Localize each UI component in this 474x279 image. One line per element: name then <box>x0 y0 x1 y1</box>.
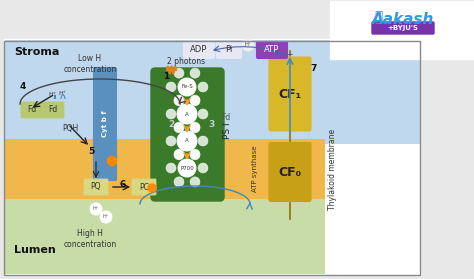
Bar <box>4 39 420 275</box>
Text: CF₁: CF₁ <box>278 88 301 100</box>
Circle shape <box>166 109 176 119</box>
Circle shape <box>190 68 200 78</box>
Text: A: A <box>185 138 189 143</box>
Circle shape <box>177 131 197 151</box>
Text: Stroma: Stroma <box>14 47 59 57</box>
Text: P700: P700 <box>180 165 194 170</box>
Circle shape <box>190 123 200 133</box>
Text: Cyt b f: Cyt b f <box>102 111 108 137</box>
Circle shape <box>190 149 200 159</box>
FancyBboxPatch shape <box>269 57 311 131</box>
Bar <box>5 40 420 144</box>
Circle shape <box>177 104 197 124</box>
Circle shape <box>174 96 184 106</box>
Text: Fd: Fd <box>221 112 231 121</box>
Circle shape <box>190 95 200 105</box>
Text: ATP: ATP <box>264 45 280 54</box>
Text: H⁺: H⁺ <box>103 215 109 220</box>
Circle shape <box>90 203 102 215</box>
Circle shape <box>148 184 156 192</box>
Bar <box>5 194 325 274</box>
Circle shape <box>198 82 208 92</box>
Circle shape <box>174 123 184 133</box>
Text: Pi: Pi <box>225 45 233 54</box>
Circle shape <box>174 150 184 160</box>
Circle shape <box>166 163 176 173</box>
Text: 3: 3 <box>208 120 214 129</box>
Text: Thylakoid membrane: Thylakoid membrane <box>328 128 337 210</box>
Text: Fd: Fd <box>27 105 36 114</box>
Circle shape <box>174 68 184 78</box>
Text: H⁺: H⁺ <box>93 206 99 211</box>
Text: 2 photons: 2 photons <box>167 57 205 66</box>
Text: H⁺: H⁺ <box>58 91 66 96</box>
Circle shape <box>178 159 196 177</box>
Circle shape <box>178 78 196 96</box>
Text: Fd: Fd <box>48 105 58 114</box>
Circle shape <box>174 177 184 187</box>
Text: Fe-S: Fe-S <box>181 85 193 90</box>
FancyBboxPatch shape <box>21 102 43 118</box>
Circle shape <box>190 122 200 132</box>
Text: A: A <box>185 112 189 117</box>
Circle shape <box>198 136 208 146</box>
FancyBboxPatch shape <box>132 179 156 195</box>
Text: ATP synthase: ATP synthase <box>252 146 258 192</box>
Circle shape <box>100 211 112 223</box>
FancyBboxPatch shape <box>256 42 288 59</box>
FancyBboxPatch shape <box>217 42 241 59</box>
Text: 5: 5 <box>88 147 94 156</box>
Text: Lumen: Lumen <box>14 245 56 255</box>
Text: 6: 6 <box>120 180 126 189</box>
FancyBboxPatch shape <box>372 22 434 34</box>
FancyBboxPatch shape <box>151 68 224 201</box>
Circle shape <box>242 39 254 51</box>
Text: 2: 2 <box>168 120 174 129</box>
Text: High H
concentration: High H concentration <box>64 229 117 249</box>
Circle shape <box>366 5 390 29</box>
Text: 1: 1 <box>163 72 169 81</box>
Text: H⁺: H⁺ <box>245 42 251 47</box>
Circle shape <box>198 163 208 173</box>
Circle shape <box>166 136 176 146</box>
Circle shape <box>174 122 184 132</box>
FancyBboxPatch shape <box>93 68 117 181</box>
Circle shape <box>174 149 184 159</box>
FancyBboxPatch shape <box>42 102 64 118</box>
Text: PQ: PQ <box>91 182 101 191</box>
Bar <box>4 41 420 275</box>
Text: 4: 4 <box>20 82 27 91</box>
Text: PC: PC <box>139 182 149 191</box>
Circle shape <box>190 177 200 187</box>
Circle shape <box>198 109 208 119</box>
Text: Aakash: Aakash <box>372 11 434 27</box>
Circle shape <box>166 82 176 92</box>
Text: PQH: PQH <box>62 124 78 133</box>
Text: PS I: PS I <box>224 123 233 139</box>
Text: 7: 7 <box>310 64 316 73</box>
Circle shape <box>174 95 184 105</box>
Text: H⁺: H⁺ <box>48 92 56 97</box>
Circle shape <box>190 150 200 160</box>
Circle shape <box>108 157 117 165</box>
Text: Low H
concentration: Low H concentration <box>64 54 117 74</box>
Circle shape <box>190 96 200 106</box>
Bar <box>5 139 325 199</box>
FancyBboxPatch shape <box>269 143 311 201</box>
FancyBboxPatch shape <box>183 42 215 59</box>
Text: +BYJU'S: +BYJU'S <box>388 25 419 31</box>
Text: CF₀: CF₀ <box>278 165 301 179</box>
FancyBboxPatch shape <box>84 179 108 195</box>
Text: ADP: ADP <box>191 45 208 54</box>
Text: Ⓐ: Ⓐ <box>374 10 382 24</box>
Bar <box>330 1 474 59</box>
